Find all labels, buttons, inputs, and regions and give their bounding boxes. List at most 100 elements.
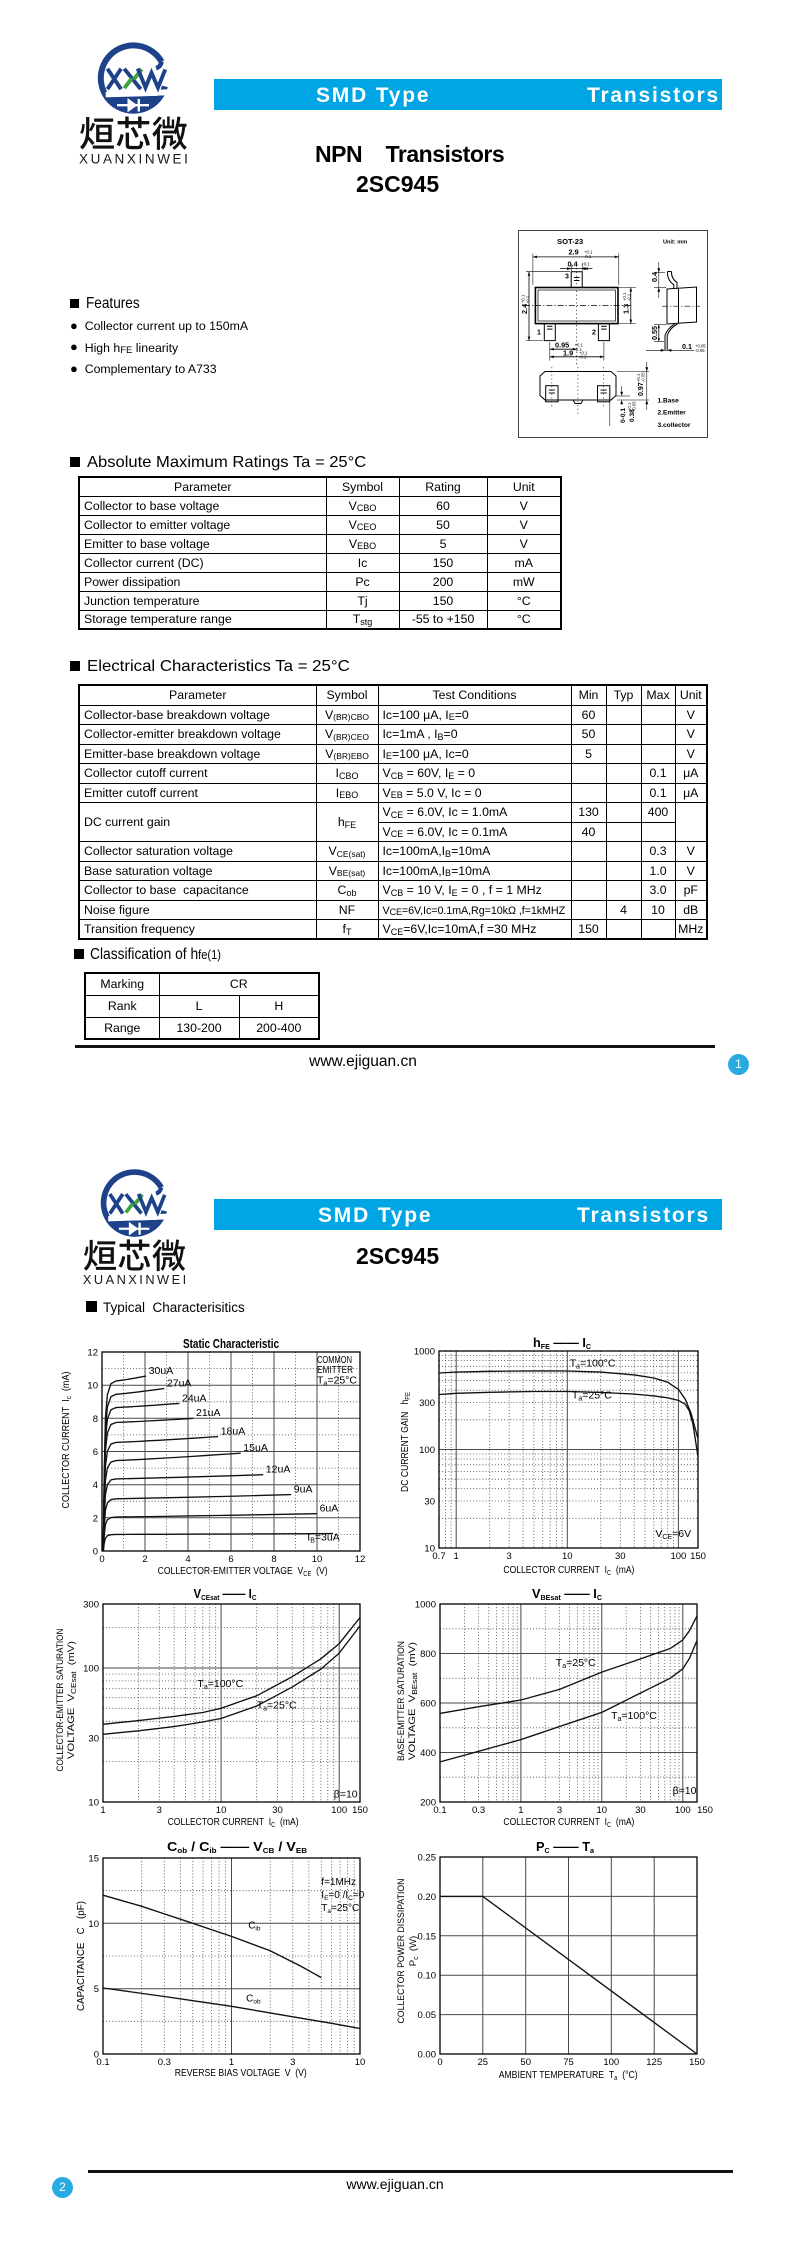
svg-text:+0.1: +0.1	[521, 294, 526, 303]
svg-text:1: 1	[100, 1805, 105, 1816]
svg-text:REVERSE BIAS VOLTAGE V (V): REVERSE BIAS VOLTAGE V (V)	[175, 2067, 307, 2079]
svg-text:0.25: 0.25	[418, 1853, 437, 1864]
svg-text:10: 10	[562, 1551, 573, 1562]
svg-text:+0.1: +0.1	[627, 402, 632, 411]
svg-text:-0.1: -0.1	[579, 355, 587, 360]
svg-text:Ta=100°C: Ta=100°C	[570, 1357, 616, 1370]
svg-text:+0.1: +0.1	[636, 373, 641, 382]
svg-text:COLLECTOR CURRENT IC (mA): COLLECTOR CURRENT IC (mA)	[168, 1816, 299, 1829]
svg-text:10: 10	[88, 1919, 99, 1930]
svg-text:Ta=25°C: Ta=25°C	[321, 1903, 359, 1915]
svg-text:1.Base: 1.Base	[658, 397, 680, 404]
svg-text:600: 600	[420, 1699, 436, 1710]
svg-text:30uA: 30uA	[149, 1365, 174, 1377]
svg-text:2.4: 2.4	[520, 303, 529, 314]
svg-text:0.1: 0.1	[96, 2057, 109, 2068]
svg-text:2: 2	[142, 1554, 147, 1565]
svg-text:21uA: 21uA	[196, 1407, 221, 1419]
svg-text:CAPACITANCE C (pF): CAPACITANCE C (pF)	[76, 1901, 87, 2011]
svg-text:6: 6	[228, 1554, 233, 1565]
svg-text:4: 4	[185, 1554, 190, 1565]
svg-text:24uA: 24uA	[182, 1392, 207, 1404]
svg-text:β=10: β=10	[673, 1785, 697, 1797]
svg-text:+0.1: +0.1	[584, 250, 593, 255]
svg-text:PC —— Ta: PC —— Ta	[536, 1840, 594, 1855]
svg-text:IB=3uA: IB=3uA	[307, 1532, 339, 1545]
svg-text:0: 0	[437, 2057, 442, 2068]
svg-text:30: 30	[88, 1734, 99, 1745]
svg-text:-0.05: -0.05	[695, 348, 705, 353]
svg-text:12: 12	[87, 1348, 98, 1359]
svg-text:Cob / Cib —— VCB / VEB: Cob / Cib —— V CB / V EB	[167, 1840, 307, 1855]
svg-text:Static Characteristic: Static Characteristic	[183, 1336, 279, 1351]
svg-text:Ta=25°C: Ta=25°C	[572, 1389, 612, 1402]
svg-text:β=10: β=10	[334, 1789, 358, 1801]
svg-text:200: 200	[420, 1798, 436, 1809]
svg-text:12uA: 12uA	[266, 1464, 291, 1476]
svg-text:8: 8	[93, 1414, 98, 1425]
svg-text:+0.1: +0.1	[622, 292, 627, 301]
svg-text:COLLECTOR CURRENT IC (mA): COLLECTOR CURRENT IC (mA)	[503, 1816, 634, 1829]
svg-text:0.00: 0.00	[418, 2050, 437, 2061]
svg-text:0.97: 0.97	[638, 382, 645, 396]
svg-text:2: 2	[592, 329, 596, 336]
svg-text:0.55: 0.55	[650, 326, 659, 340]
svg-text:VCEsat —— IC: VCEsat —— IC	[194, 1587, 257, 1602]
svg-text:0.1: 0.1	[433, 1805, 446, 1816]
svg-text:VCE=6V: VCE=6V	[655, 1528, 691, 1541]
svg-text:100: 100	[331, 1805, 347, 1816]
svg-text:0.4: 0.4	[650, 272, 659, 282]
svg-text:DC CURRENT GAIN hFE: DC CURRENT GAIN hFE	[400, 1392, 412, 1492]
svg-text:-0.05: -0.05	[631, 401, 636, 411]
svg-text:+0.1: +0.1	[579, 350, 588, 355]
svg-text:EMITTER: EMITTER	[317, 1364, 353, 1376]
svg-text:1: 1	[518, 1805, 523, 1816]
svg-text:150: 150	[689, 2057, 705, 2068]
svg-text:3: 3	[157, 1805, 162, 1816]
svg-text:Cib: Cib	[248, 1921, 261, 1933]
svg-text:300: 300	[419, 1398, 435, 1409]
svg-text:3: 3	[290, 2057, 295, 2068]
svg-text:hFE —— IC: hFE —— IC	[533, 1336, 591, 1351]
svg-text:300: 300	[83, 1600, 99, 1611]
svg-text:Cob: Cob	[246, 1994, 261, 2006]
svg-text:150: 150	[697, 1805, 713, 1816]
svg-text:10: 10	[355, 2057, 366, 2068]
svg-text:0.7: 0.7	[432, 1551, 445, 1562]
svg-text:2.Emitter: 2.Emitter	[658, 410, 687, 417]
svg-text:1.9: 1.9	[563, 348, 573, 357]
svg-text:0.1: 0.1	[682, 342, 692, 351]
svg-text:0: 0	[99, 1554, 104, 1565]
svg-text:27uA: 27uA	[167, 1377, 192, 1389]
svg-text:800: 800	[420, 1649, 436, 1660]
svg-text:8: 8	[271, 1554, 276, 1565]
svg-text:0.15: 0.15	[418, 1931, 437, 1942]
svg-text:0.20: 0.20	[418, 1892, 437, 1903]
svg-text:10: 10	[424, 1544, 435, 1555]
svg-text:30: 30	[272, 1805, 283, 1816]
svg-text:30: 30	[424, 1497, 435, 1508]
svg-text:10: 10	[87, 1381, 98, 1392]
svg-text:0.4: 0.4	[568, 259, 579, 268]
svg-text:Ta=100°C: Ta=100°C	[611, 1710, 657, 1723]
svg-text:18uA: 18uA	[221, 1425, 246, 1437]
svg-text:f=1MHz: f=1MHz	[321, 1877, 356, 1888]
svg-text:100: 100	[603, 2057, 619, 2068]
svg-text:VBEsat —— IC: VBEsat —— IC	[532, 1587, 602, 1602]
svg-text:+0.1: +0.1	[575, 343, 584, 348]
svg-text:12: 12	[355, 1554, 366, 1565]
svg-text:Unit: mm: Unit: mm	[663, 240, 687, 246]
svg-text:0-0.1: 0-0.1	[620, 408, 627, 423]
svg-text:30: 30	[615, 1551, 626, 1562]
svg-text:100: 100	[419, 1445, 435, 1456]
svg-text:125: 125	[646, 2057, 662, 2068]
svg-text:3.collector: 3.collector	[658, 422, 691, 429]
svg-text:COLLECTOR CURRENT Ic (mA): COLLECTOR CURRENT Ic (mA)	[61, 1372, 73, 1509]
svg-text:Ta=25°C: Ta=25°C	[556, 1657, 596, 1670]
svg-text:150: 150	[690, 1551, 706, 1562]
svg-text:50: 50	[520, 2057, 531, 2068]
svg-text:0.05: 0.05	[418, 2010, 437, 2021]
svg-text:2: 2	[93, 1513, 98, 1524]
svg-text:100: 100	[83, 1664, 99, 1675]
svg-text:3: 3	[565, 274, 569, 281]
